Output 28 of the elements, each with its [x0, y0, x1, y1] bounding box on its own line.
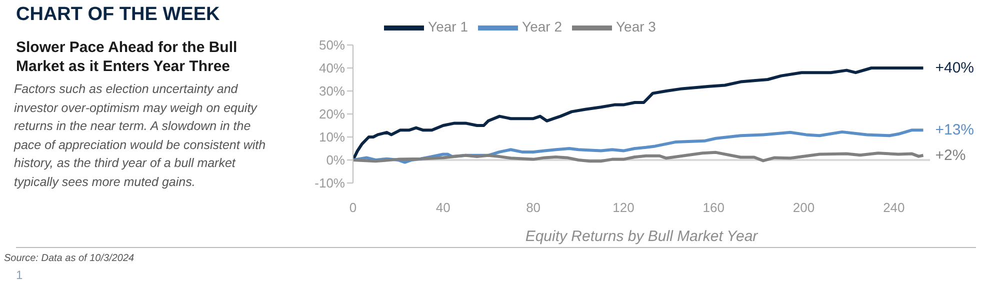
y-tick-label: 10%: [318, 130, 346, 145]
x-tick-label: 40: [436, 200, 450, 216]
y-tick-label: 50%: [318, 38, 346, 53]
text: Slower Pace Ahead for the Bull Market as it Enters Year Three: [16, 38, 238, 76]
source-note: Source: Data as of 10/3/2024: [4, 253, 134, 264]
legend-label: Year 3: [616, 18, 656, 35]
y-tick-label: 30%: [318, 84, 346, 99]
x-axis-title: Equity Returns by Bull Market Year: [525, 228, 759, 245]
text: CHART OF THE WEEK: [16, 4, 220, 26]
x-tick-label: 0: [349, 200, 357, 216]
text: +40%: [935, 60, 974, 76]
legend-label: Year 2: [522, 18, 562, 35]
text: +2%: [935, 146, 966, 164]
line-series: [353, 66, 925, 162]
x-tick-label: 120: [612, 200, 634, 216]
x-tick-label: 80: [526, 200, 541, 216]
y-tick-label: 40%: [318, 60, 346, 76]
y-tick-label: 0%: [326, 152, 346, 168]
y-tick-label: 20%: [318, 106, 346, 122]
text: +13%: [935, 122, 974, 139]
legend-label: Year 1: [428, 18, 468, 35]
x-tick-label: 200: [792, 200, 815, 216]
x-tick-label: 160: [702, 200, 724, 216]
y-tick-label: -10%: [314, 176, 346, 191]
line-series: [353, 150, 925, 163]
x-tick-label: 240: [883, 200, 905, 216]
text: Factors such as election uncertainty and investor over-optimism may weigh on equity returns in the near term. A slowdown in the pace of appreciation would be consistent with history, as the third year of a bull market typically sees more muted gains.: [14, 81, 267, 191]
text: 1: [16, 268, 23, 282]
